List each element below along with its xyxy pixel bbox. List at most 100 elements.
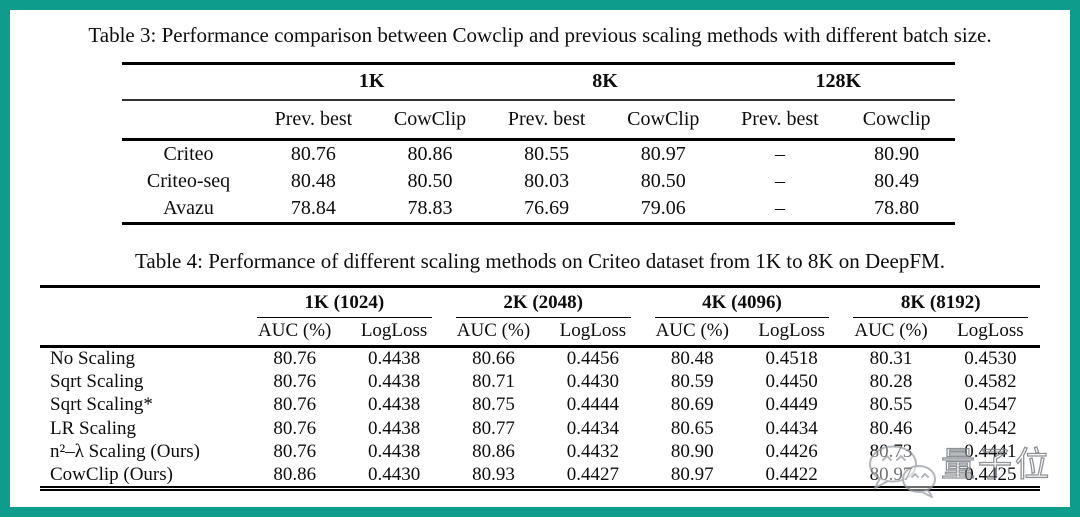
data-cell: 80.65 bbox=[670, 417, 714, 439]
data-cell: 80.55 bbox=[869, 394, 913, 416]
table3-group-header-row: 1K 8K 128K bbox=[122, 64, 955, 100]
group-header-1k: 1K (1024) bbox=[245, 287, 444, 318]
data-cell: 0.4432 bbox=[566, 441, 619, 463]
sub-header: LogLoss bbox=[957, 320, 1024, 342]
data-cell: 0.4438 bbox=[367, 370, 421, 392]
table-row: No Scaling 80.76 0.4438 80.66 0.4456 80.… bbox=[40, 347, 1040, 371]
data-cell: 80.90 bbox=[670, 441, 714, 463]
data-cell: 80.71 bbox=[472, 370, 515, 392]
row-label: Criteo bbox=[163, 142, 214, 165]
data-cell: 80.76 bbox=[273, 348, 317, 369]
sub-header: CowClip bbox=[627, 107, 700, 130]
sub-header: AUC (%) bbox=[456, 320, 531, 342]
sub-header: AUC (%) bbox=[258, 320, 332, 342]
data-cell: 80.76 bbox=[273, 370, 317, 392]
data-cell: 0.4542 bbox=[964, 417, 1017, 439]
data-cell: 79.06 bbox=[640, 197, 686, 220]
data-cell: 80.76 bbox=[290, 142, 336, 165]
table-row: n²–λ Scaling (Ours) 80.76 0.4438 80.86 0… bbox=[40, 441, 1040, 465]
row-label: No Scaling bbox=[50, 348, 135, 369]
table3-caption: Table 3: Performance comparison between … bbox=[88, 23, 992, 47]
data-cell: 80.50 bbox=[407, 170, 453, 192]
data-cell: 80.66 bbox=[472, 348, 515, 369]
group-header-4k: 4K (4096) bbox=[643, 287, 842, 318]
data-cell: 80.76 bbox=[273, 417, 317, 439]
data-cell: 0.4434 bbox=[765, 417, 818, 439]
row-label: n²–λ Scaling (Ours) bbox=[50, 441, 200, 463]
data-cell: 80.93 bbox=[472, 464, 515, 485]
data-cell: 80.97 bbox=[670, 464, 714, 485]
data-cell: 0.4518 bbox=[765, 348, 818, 369]
data-cell: 0.4444 bbox=[566, 394, 619, 416]
data-cell: 80.76 bbox=[273, 441, 317, 463]
row-label: CowClip (Ours) bbox=[50, 464, 173, 485]
group-header-2k: 2K (2048) bbox=[444, 287, 643, 318]
sub-header: LogLoss bbox=[360, 320, 428, 342]
table3-sub-header-row: Prev. best CowClip Prev. best CowClip Pr… bbox=[122, 100, 955, 140]
data-cell: 0.4427 bbox=[566, 464, 619, 485]
data-cell: 0.4425 bbox=[964, 464, 1017, 485]
data-cell: 80.28 bbox=[869, 370, 913, 392]
table-row: Criteo-seq 80.48 80.50 80.03 80.50 – 80.… bbox=[122, 168, 955, 196]
data-cell: 0.4434 bbox=[566, 417, 619, 439]
data-cell: 80.50 bbox=[640, 170, 686, 192]
data-cell: 80.77 bbox=[472, 417, 515, 439]
data-cell: 80.69 bbox=[670, 394, 714, 416]
sub-header: Prev. best bbox=[274, 107, 353, 130]
table4-caption: Table 4: Performance of different scalin… bbox=[135, 249, 945, 273]
data-cell: – bbox=[774, 170, 785, 192]
data-cell: 0.4430 bbox=[367, 464, 421, 485]
table-row: CowClip (Ours) 80.86 0.4430 80.93 0.4427… bbox=[40, 464, 1040, 489]
group-header-128k: 128K bbox=[815, 70, 862, 93]
data-cell: 0.4582 bbox=[964, 370, 1017, 392]
data-cell: 80.97 bbox=[640, 142, 686, 165]
data-cell: 80.48 bbox=[670, 348, 714, 369]
data-cell: 0.4456 bbox=[566, 348, 619, 369]
data-cell: 80.75 bbox=[472, 394, 515, 416]
data-cell: 0.4438 bbox=[367, 394, 421, 416]
group-label: 8K (8192) bbox=[853, 292, 1029, 318]
row-label: Avazu bbox=[163, 197, 214, 220]
data-cell: 0.4438 bbox=[367, 417, 421, 439]
corner-cell bbox=[40, 318, 245, 347]
data-cell: 0.4430 bbox=[566, 370, 619, 392]
data-cell: 0.4438 bbox=[367, 441, 421, 463]
data-cell: 80.86 bbox=[472, 441, 515, 463]
group-header-8k: 8K bbox=[592, 70, 618, 93]
data-cell: 80.73 bbox=[869, 441, 913, 463]
data-cell: 80.86 bbox=[407, 142, 453, 165]
data-cell: – bbox=[774, 142, 785, 165]
data-cell: 80.48 bbox=[290, 170, 336, 192]
group-label: 4K (4096) bbox=[654, 292, 830, 318]
table-row: Sqrt Scaling* 80.76 0.4438 80.75 0.4444 … bbox=[40, 394, 1040, 418]
table-row: Sqrt Scaling 80.76 0.4438 80.71 0.4430 8… bbox=[40, 370, 1040, 394]
table3: 1K 8K 128K Prev. best CowClip Prev. best… bbox=[122, 62, 955, 225]
table-row: Criteo 80.76 80.86 80.55 80.97 – 80.90 bbox=[122, 140, 955, 168]
data-cell: 0.4422 bbox=[765, 464, 818, 485]
data-cell: 80.49 bbox=[874, 170, 920, 192]
sub-header: LogLoss bbox=[758, 320, 825, 342]
data-cell: 80.76 bbox=[273, 394, 317, 416]
sub-header: LogLoss bbox=[559, 320, 627, 342]
row-label: Sqrt Scaling* bbox=[50, 394, 153, 416]
group-header-1k: 1K bbox=[358, 70, 385, 93]
corner-cell bbox=[122, 64, 255, 100]
data-cell: 76.69 bbox=[524, 197, 570, 220]
row-label: Criteo-seq bbox=[146, 170, 231, 192]
data-cell: 78.83 bbox=[407, 197, 453, 220]
data-cell: 80.86 bbox=[273, 464, 317, 485]
row-label: LR Scaling bbox=[50, 417, 137, 439]
sub-header: Prev. best bbox=[507, 107, 586, 130]
data-cell: 0.4530 bbox=[964, 348, 1017, 369]
data-cell: 0.4426 bbox=[765, 441, 818, 463]
group-label: 1K (1024) bbox=[257, 292, 432, 318]
corner-cell bbox=[40, 287, 245, 318]
corner-cell bbox=[122, 100, 255, 140]
data-cell: 0.4547 bbox=[964, 394, 1017, 416]
data-cell: 0.4449 bbox=[765, 394, 818, 416]
sub-header: CowClip bbox=[393, 107, 467, 130]
data-cell: 80.59 bbox=[670, 370, 714, 392]
data-cell: – bbox=[774, 197, 785, 220]
sub-header: Cowclip bbox=[862, 107, 931, 130]
